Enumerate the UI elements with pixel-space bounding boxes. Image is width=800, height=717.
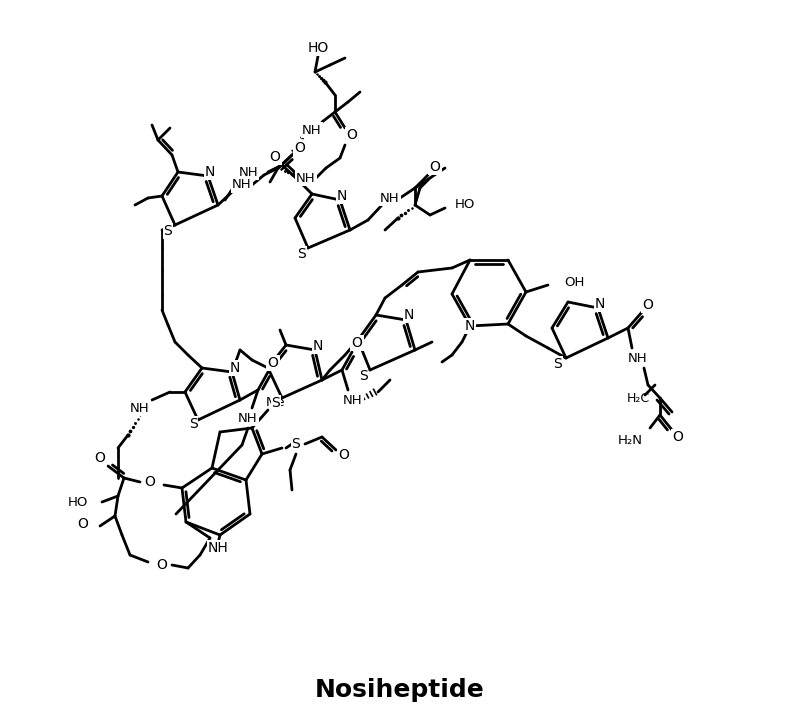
Text: NH: NH	[380, 191, 400, 204]
Text: S: S	[272, 396, 280, 410]
Text: S: S	[164, 224, 172, 238]
Text: O: O	[94, 451, 106, 465]
Text: O: O	[673, 430, 683, 444]
Text: S: S	[298, 247, 306, 261]
Text: H₂C: H₂C	[626, 391, 650, 404]
Text: Me: Me	[266, 396, 286, 409]
Text: NH: NH	[238, 166, 258, 179]
Text: HO: HO	[68, 495, 88, 508]
Text: HO: HO	[307, 41, 329, 55]
Text: N: N	[313, 339, 323, 353]
Text: S: S	[358, 369, 367, 383]
Text: O: O	[267, 356, 278, 370]
Text: NH: NH	[208, 541, 228, 555]
Text: O: O	[294, 141, 306, 155]
Text: NH: NH	[343, 394, 363, 407]
Text: O: O	[642, 298, 654, 312]
Text: NH: NH	[238, 412, 258, 424]
Text: N: N	[465, 319, 475, 333]
Text: HO: HO	[455, 199, 475, 212]
Text: O: O	[77, 517, 88, 531]
Text: O: O	[351, 336, 362, 350]
Text: N: N	[230, 361, 240, 375]
Text: O: O	[145, 475, 155, 489]
Text: S: S	[292, 437, 300, 451]
Text: O: O	[430, 160, 441, 174]
Text: O: O	[338, 448, 350, 462]
Text: N: N	[404, 308, 414, 322]
Text: NH: NH	[296, 171, 316, 184]
Text: H₂N: H₂N	[618, 434, 643, 447]
Text: NH: NH	[232, 179, 252, 191]
Text: NH: NH	[628, 351, 648, 364]
Text: OH: OH	[564, 275, 584, 288]
Text: N: N	[595, 297, 605, 311]
Text: NH: NH	[302, 123, 322, 136]
Text: O: O	[270, 150, 281, 164]
Text: S: S	[189, 417, 198, 431]
Text: O: O	[346, 128, 358, 142]
Text: N: N	[337, 189, 347, 203]
Text: S: S	[554, 357, 562, 371]
Text: NH: NH	[130, 402, 150, 414]
Text: N: N	[205, 165, 215, 179]
Text: O: O	[157, 558, 167, 572]
Text: Nosiheptide: Nosiheptide	[315, 678, 485, 702]
